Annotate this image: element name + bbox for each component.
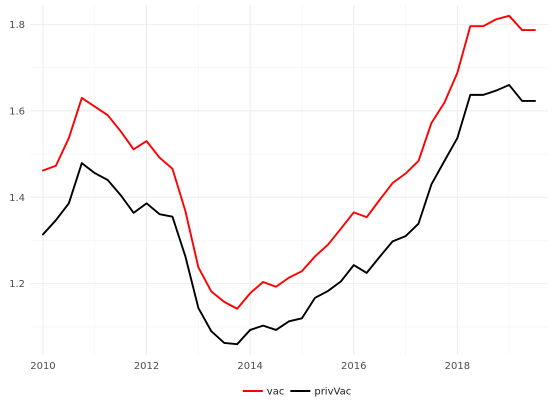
legend-label-vac: vac [267,387,285,398]
legend-item-vac: vac [242,387,285,398]
series-lines [42,14,536,346]
x-tick-label: 2018 [445,361,470,372]
x-tick-label: 2014 [237,361,262,372]
x-tick-label: 2016 [341,361,366,372]
x-tick-label: 2012 [134,361,159,372]
legend-label-privVac: privVac [314,387,351,398]
x-tick-label: 2010 [30,361,55,372]
legend: vac privVac [242,387,351,398]
series-line-vac [42,14,536,310]
y-tick-label: 1.2 [9,279,25,290]
y-tick-label: 1.8 [9,20,25,31]
grid [30,5,548,355]
series-line-privVac [42,83,536,346]
axis-tick-labels: 2010 2012 2014 2016 2018 1.2 1.4 1.6 1.8 [9,20,470,372]
legend-item-privVac: privVac [290,387,351,398]
y-tick-label: 1.4 [9,193,25,204]
y-tick-label: 1.6 [9,106,25,117]
